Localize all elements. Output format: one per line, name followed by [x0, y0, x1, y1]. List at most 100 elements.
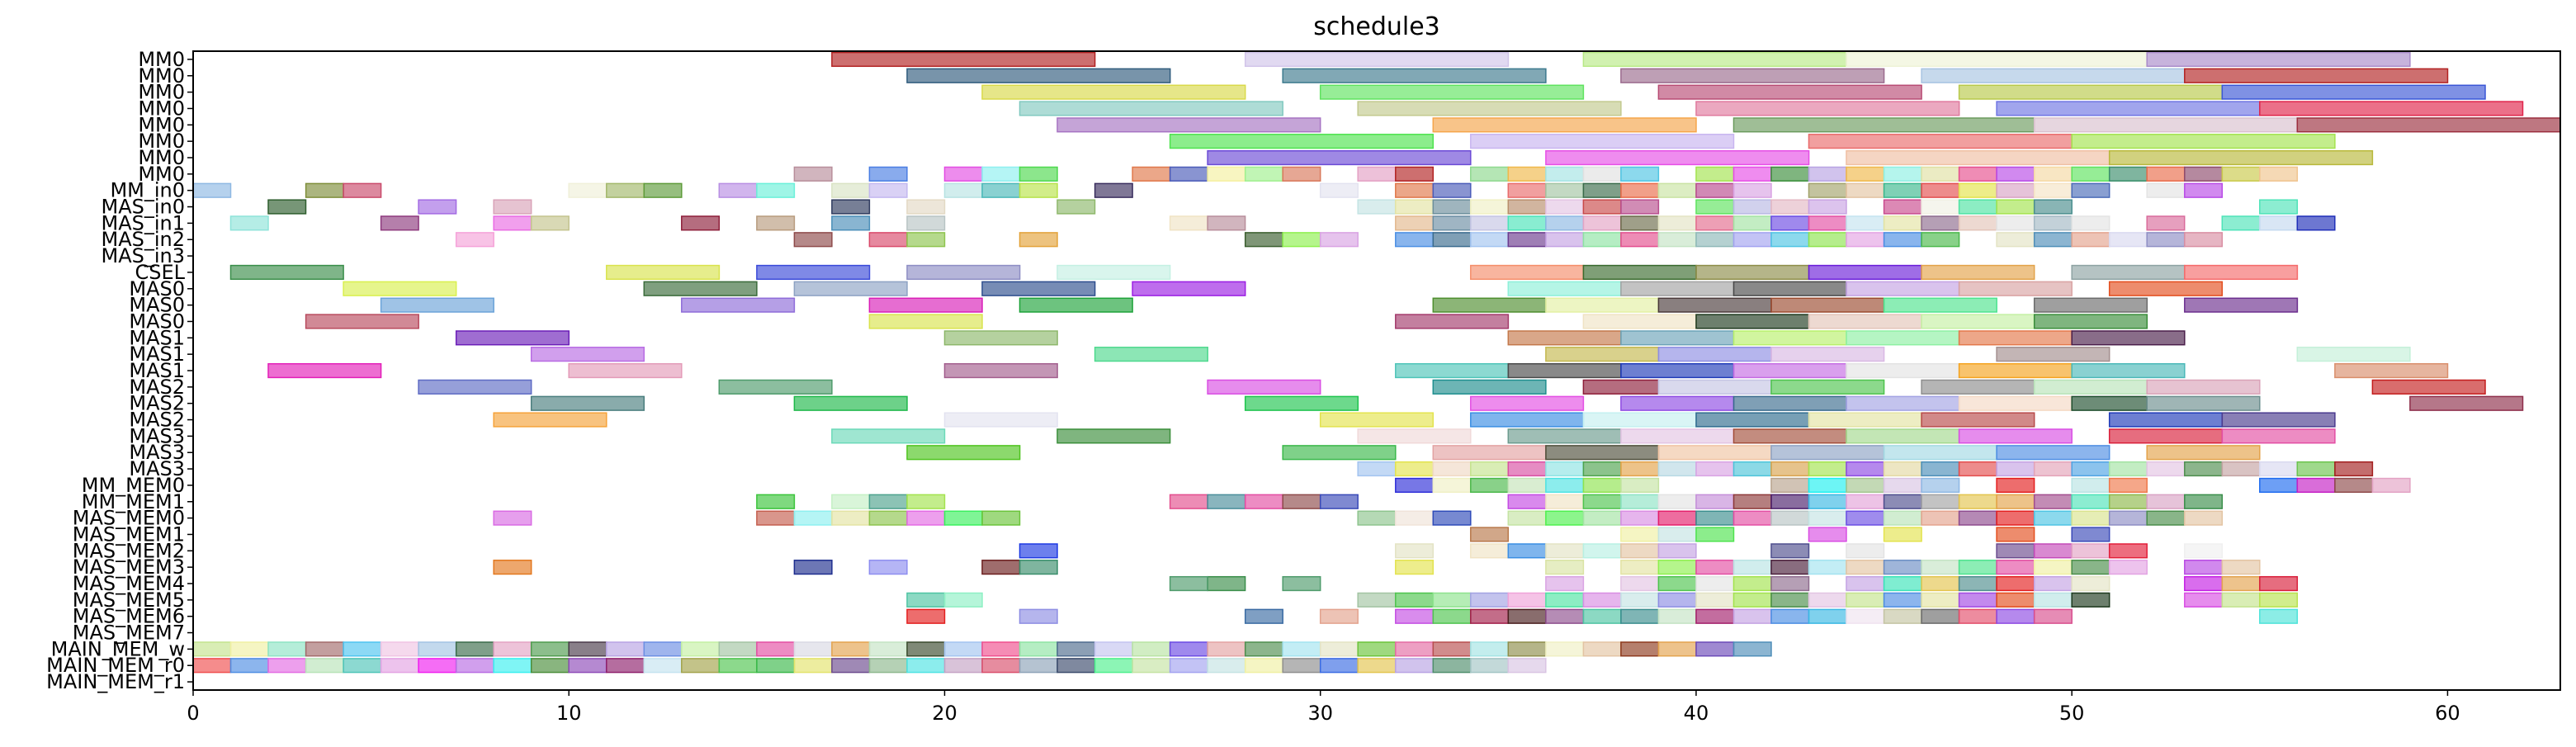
task-bar: [1319, 608, 1359, 624]
task-bar: [418, 641, 457, 657]
y-tick-label: MAS0: [129, 310, 185, 333]
task-bar: [1282, 166, 1321, 182]
task-bar: [1507, 641, 1547, 657]
task-bar: [1770, 560, 1810, 575]
task-bar: [1620, 232, 1660, 248]
task-bar: [1620, 428, 1735, 444]
task-bar: [1432, 477, 1472, 494]
task-bar: [1846, 608, 1885, 624]
task-bar: [2184, 494, 2224, 509]
task-bar: [1846, 543, 1885, 559]
task-bar: [1695, 215, 1735, 231]
task-bar: [1620, 362, 1735, 379]
task-bar: [1507, 362, 1622, 379]
task-bar: [756, 215, 796, 231]
task-bar: [1695, 608, 1735, 624]
task-bar: [1545, 199, 1585, 215]
task-bar: [1695, 314, 1810, 329]
task-bar: [2108, 166, 2148, 182]
task-bar: [1921, 314, 2035, 329]
task-bar: [1432, 445, 1547, 461]
task-bar: [1019, 641, 1058, 657]
task-bar: [1958, 281, 2073, 296]
task-bar: [1958, 362, 2073, 379]
task-bar: [868, 494, 908, 509]
task-bar: [1996, 347, 2110, 362]
task-bar: [1808, 215, 1847, 231]
task-bar: [305, 314, 419, 329]
task-bar: [2146, 215, 2186, 231]
task-bar: [1846, 494, 1885, 509]
task-bar: [1657, 527, 1697, 542]
task-bar: [1996, 182, 2035, 198]
task-bar: [1620, 608, 1660, 624]
task-bar: [1770, 461, 1810, 477]
task-bar: [380, 641, 419, 657]
task-bar: [906, 68, 1171, 83]
task-bar: [418, 379, 532, 395]
task-bar: [1732, 215, 1772, 231]
task-bar: [192, 641, 232, 657]
task-bar: [1169, 658, 1208, 674]
y-tick-label: MAS2: [129, 376, 185, 399]
task-bar: [1808, 314, 1922, 329]
task-bar: [1545, 608, 1585, 624]
task-bar: [606, 182, 645, 198]
task-bar: [2409, 395, 2524, 411]
task-bar: [2146, 379, 2261, 395]
task-bar: [1846, 560, 1885, 575]
task-bar: [493, 658, 532, 674]
task-bar: [1657, 641, 1697, 657]
task-bar: [2146, 182, 2186, 198]
task-bar: [1808, 527, 1847, 542]
task-bar: [2184, 232, 2224, 248]
task-bar: [1657, 182, 1697, 198]
task-bar: [2296, 461, 2336, 477]
task-bar: [1921, 461, 1960, 477]
task-bar: [1620, 494, 1660, 509]
task-bar: [1732, 461, 1772, 477]
task-bar: [2146, 461, 2186, 477]
task-bar: [1620, 395, 1735, 411]
task-bar: [1207, 149, 1472, 166]
task-bar: [943, 510, 983, 526]
task-bar: [793, 166, 833, 182]
task-bar: [1545, 560, 1585, 575]
x-tick-label: 40: [1684, 702, 1709, 725]
task-bar: [192, 182, 232, 198]
task-bar: [1507, 232, 1547, 248]
task-bar: [1094, 347, 1208, 362]
task-bar: [943, 641, 983, 657]
task-bar: [1545, 297, 1660, 313]
y-tick-label: MAS2: [129, 409, 185, 432]
task-bar: [2184, 575, 2224, 592]
task-bar: [2108, 477, 2148, 494]
task-bar: [1470, 232, 1510, 248]
task-bar: [2184, 166, 2224, 182]
task-bar: [906, 641, 946, 657]
task-bar: [1996, 527, 2035, 542]
task-bar: [1921, 182, 1960, 198]
task-bar: [1732, 166, 1772, 182]
task-bar: [1770, 297, 1885, 313]
task-bar: [267, 362, 382, 379]
task-bar: [1695, 641, 1735, 657]
task-bar: [1207, 575, 1246, 592]
task-bar: [2184, 543, 2224, 559]
task-bar: [493, 215, 532, 231]
task-bar: [1808, 199, 1847, 215]
task-bar: [2071, 592, 2110, 608]
task-bar: [1996, 543, 2035, 559]
task-bar: [1620, 592, 1660, 608]
task-bar: [1846, 215, 1885, 231]
y-tick-label: MAS_MEM0: [73, 507, 185, 530]
task-bar: [1207, 379, 1321, 395]
task-bar: [2033, 592, 2073, 608]
task-bar: [1695, 494, 1735, 509]
task-bar: [1770, 347, 1885, 362]
task-bar: [606, 658, 645, 674]
task-bar: [1846, 232, 1885, 248]
task-bar: [1883, 510, 1922, 526]
x-tick-label: 30: [1307, 702, 1333, 725]
task-bar: [868, 232, 908, 248]
